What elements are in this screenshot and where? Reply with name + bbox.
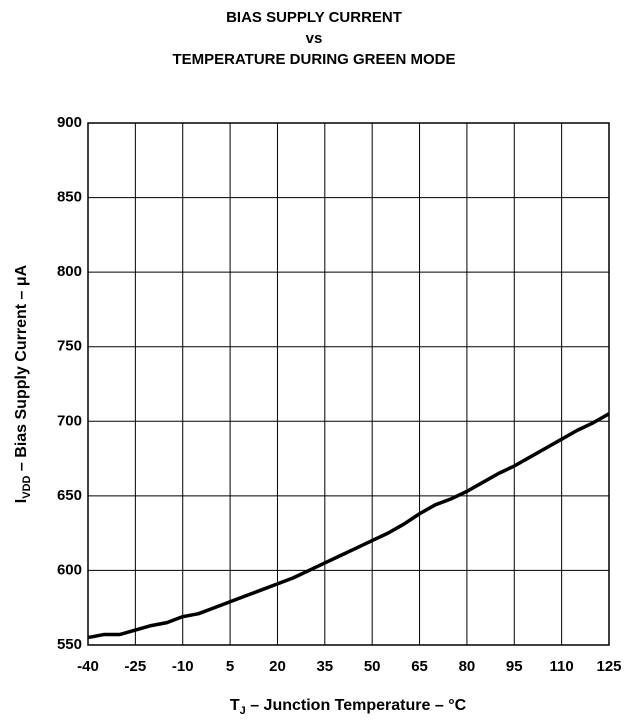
- y-axis-label: IVDD – Bias Supply Current – μA: [13, 264, 33, 503]
- x-tick-label: 20: [269, 658, 286, 675]
- x-label-main: T: [230, 697, 240, 714]
- x-axis-label: TJ – Junction Temperature – °C: [230, 697, 467, 717]
- x-tick-label: 95: [506, 658, 523, 675]
- y-tick-label: 550: [57, 636, 82, 653]
- chart-title: BIAS SUPPLY CURRENT: [226, 9, 402, 26]
- x-tick-label: 35: [316, 658, 333, 675]
- x-tick-label: 65: [411, 658, 428, 675]
- x-tick-label: 80: [459, 658, 476, 675]
- x-tick-label: -25: [125, 658, 147, 675]
- x-tick-label: 5: [226, 658, 234, 675]
- y-label-rest: – Bias Supply Current – μA: [13, 264, 30, 475]
- x-label-sub: J: [240, 705, 246, 717]
- chart-title: TEMPERATURE DURING GREEN MODE: [172, 51, 455, 68]
- y-tick-label: 650: [57, 487, 82, 504]
- y-tick-label: 900: [57, 114, 82, 131]
- y-label-main: I: [13, 499, 30, 503]
- x-tick-label: 110: [550, 658, 574, 675]
- y-tick-label: 800: [57, 263, 82, 280]
- y-tick-label: 700: [57, 412, 82, 429]
- x-label-rest: – Junction Temperature – °C: [246, 697, 467, 714]
- y-label-sub: VDD: [21, 475, 33, 498]
- data-line: [87, 412, 610, 640]
- x-tick-label: -10: [172, 658, 194, 675]
- y-tick-label: 750: [57, 338, 82, 355]
- y-tick-label: 600: [57, 561, 82, 578]
- plot-frame: [87, 122, 610, 646]
- x-tick-label: 50: [364, 658, 381, 675]
- x-tick-label: -40: [77, 658, 99, 675]
- y-tick-label: 850: [57, 189, 82, 206]
- chart-title: vs: [306, 30, 323, 47]
- x-tick-label: 125: [596, 658, 621, 675]
